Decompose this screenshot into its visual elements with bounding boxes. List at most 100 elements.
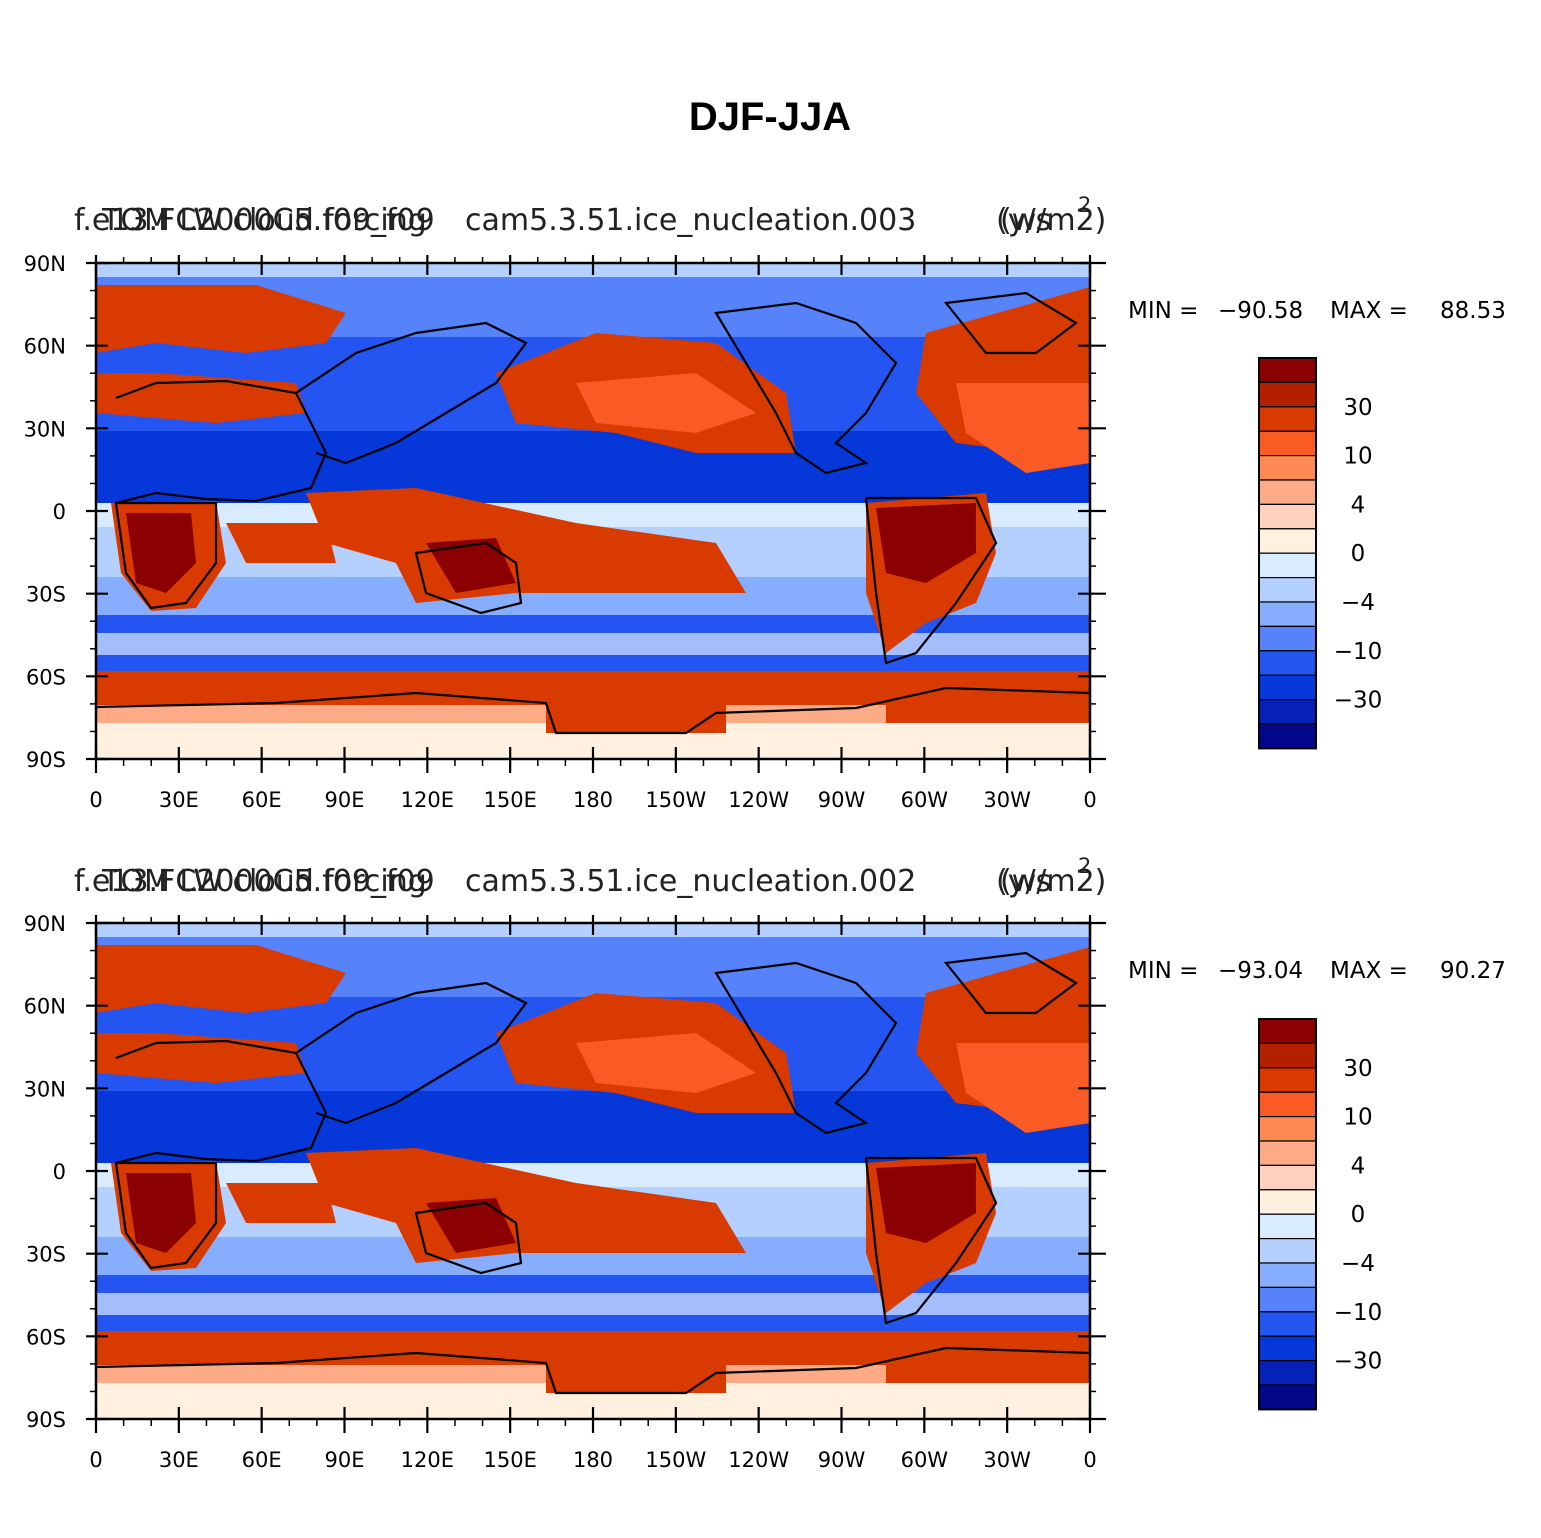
colorbar-box [1258,552,1317,579]
lon-tick-label: 90W [818,788,866,812]
lat-tick-label: 90S [26,1408,66,1432]
colorbar-frame [1258,357,1317,750]
colorbar-label: −4 [1341,1251,1375,1277]
lon-tick-label: 120W [728,788,789,812]
panel-2: f.e13.FC2000C5.f09_f09 TOM LW cloud forc… [24,854,1506,1472]
colorbar-box [1258,650,1317,676]
panel-1-max-label: MAX = [1330,298,1408,324]
panel-2-min-label: MIN = [1128,958,1198,984]
figure-title: DJF-JJA [689,95,851,139]
lon-tick-label: 150E [483,788,536,812]
lon-tick-label: 30E [159,788,199,812]
colorbar-box [1258,1042,1317,1069]
lat-tick-label: 60S [26,1325,66,1349]
colorbar-box [1258,528,1317,554]
panel-1-colorbar: 30 10 4 0 −4 −10 −30 [1258,357,1383,750]
lat-tick-label: 0 [53,1160,66,1184]
colorbar-box [1258,601,1317,627]
panel-1-units: (w/m2) [1000,203,1106,238]
panel-2-colorbar: 30 10 4 0 −4 −10 −30 [1258,1018,1383,1411]
lon-tick-label: 60W [901,788,949,812]
colorbar-box [1258,1213,1317,1240]
colorbar-box [1258,576,1317,603]
colorbar-box [1258,1164,1317,1191]
lat-tick-label: 30N [24,417,66,441]
lon-tick-label: 0 [89,1448,102,1472]
colorbar-box [1258,1359,1317,1386]
lat-tick-label: 30S [26,583,66,607]
panel-1-units-overlay: (y/s [996,203,1051,238]
lon-tick-label: 60E [242,788,282,812]
panel-1-left-title: f.e13.FC2000C5.f09_f09 [74,203,435,238]
colorbar-box [1258,1067,1317,1093]
colorbar-box [1258,723,1317,749]
colorbar-label: 4 [1351,492,1366,518]
lon-tick-label: 180 [573,788,613,812]
lat-tick-label: 30S [26,1243,66,1267]
colorbar-box [1258,1189,1317,1215]
colorbar-box [1258,1018,1317,1044]
colorbar-box [1258,1140,1317,1166]
lon-tick-label: 60W [901,1448,949,1472]
colorbar-box [1258,455,1317,481]
colorbar-label: −10 [1334,1300,1383,1326]
lon-tick-label: 0 [1083,1448,1096,1472]
lon-tick-label: 120W [728,1448,789,1472]
lat-tick-label: 0 [53,500,66,524]
colorbar-box [1258,1237,1317,1264]
lat-tick-label: 60S [26,665,66,689]
colorbar-label: 4 [1351,1153,1366,1179]
colorbar-label: −4 [1341,590,1375,616]
colorbar-frame [1258,1018,1317,1411]
colorbar-box [1258,698,1317,725]
colorbar-box [1258,479,1317,505]
lat-tick-label: 90N [24,912,66,936]
colorbar-box [1258,1262,1317,1288]
lat-tick-label: 60N [24,995,66,1019]
panel-2-map [94,921,1092,1421]
panel-1-overlay-title: TOM LW cloud forcing [101,203,427,238]
colorbar-label: 30 [1343,1056,1372,1082]
lon-tick-label: 30E [159,1448,199,1472]
colorbar-label: −30 [1334,1349,1383,1375]
lon-tick-label: 120E [401,1448,454,1472]
lon-tick-label: 150E [483,1448,536,1472]
lon-tick-label: 30W [983,788,1031,812]
colorbar-label: −10 [1334,639,1383,665]
colorbar-box [1258,1384,1317,1410]
lon-tick-label: 150W [645,1448,706,1472]
colorbar-label: 30 [1343,395,1372,421]
lon-tick-label: 90W [818,1448,866,1472]
panel-1-axes: 90N 60N 30N 0 30S 60S 90S 0 30E 60E 90E 120E 150E 180… [24,252,1106,812]
panel-1-units-superscript: 2 [1078,193,1091,217]
panel-2-left-title: f.e13.FC2000C5.f09_f09 [74,864,435,899]
lon-tick-label: 90E [325,1448,365,1472]
lon-tick-label: 150W [645,788,706,812]
colorbar-label: 0 [1351,541,1366,567]
panel-2-units-superscript: 2 [1078,854,1091,878]
colorbar-box [1258,357,1317,383]
lat-tick-label: 90N [24,252,66,276]
panel-1-max-value: 88.53 [1440,298,1506,324]
panel-2-units: (w/m2) [1000,864,1106,899]
panel-2-overlay-title: TOM LW cloud forcing [101,864,427,899]
lat-tick-label: 90S [26,748,66,772]
colorbar-box [1258,503,1317,530]
panel-1-center-title: cam5.3.51.ice_nucleation.003 [465,203,916,238]
colorbar-label: −30 [1334,688,1383,714]
panel-1-min-value: −90.58 [1218,298,1303,324]
panel-2-units-overlay: (y/s [996,864,1051,899]
colorbar-box [1258,1091,1317,1118]
panel-1-map [94,261,1092,761]
colorbar-box [1258,1115,1317,1142]
colorbar-label: 10 [1343,1105,1372,1131]
lon-tick-label: 90E [325,788,365,812]
colorbar-box [1258,1286,1317,1313]
colorbar-box [1258,625,1317,652]
colorbar-box [1258,406,1317,432]
colorbar-box [1258,1335,1317,1362]
panel-2-center-title: cam5.3.51.ice_nucleation.002 [465,864,916,899]
panel-1: f.e13.FC2000C5.f09_f09 TOM LW cloud forc… [24,193,1506,812]
panel-2-axes: 90N 60N 30N 0 30S 60S 90S 0 30E 60E 90E 120E 150E 180… [24,912,1106,1472]
